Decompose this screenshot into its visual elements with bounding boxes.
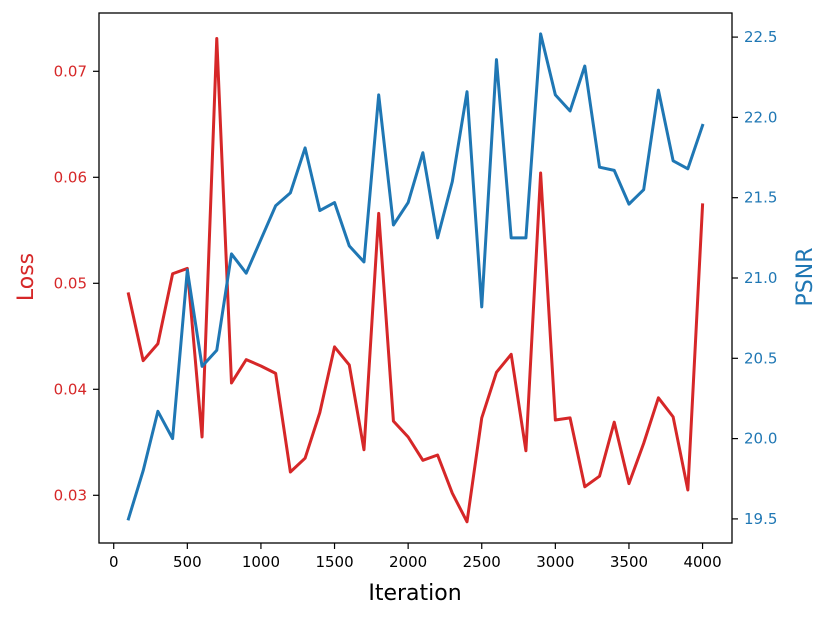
series-layer — [126, 32, 705, 524]
right-tick-label: 20.5 — [744, 349, 777, 367]
x-tick-label: 3500 — [610, 553, 648, 571]
left-axis-ticks: 0.03 0.04 0.05 0.06 0.07 — [54, 62, 99, 504]
x-tick-label: 0 — [109, 553, 119, 571]
left-tick-label: 0.04 — [54, 380, 87, 398]
right-tick-label: 21.0 — [744, 269, 777, 287]
x-tick-label: 2000 — [389, 553, 427, 571]
right-axis-label: PSNR — [793, 248, 818, 307]
x-tick-label: 500 — [173, 553, 202, 571]
series-line-psnr — [126, 32, 705, 521]
right-tick-label: 22.5 — [744, 28, 777, 46]
right-tick-label: 19.5 — [744, 510, 777, 528]
x-tick-label: 3000 — [536, 553, 574, 571]
left-tick-label: 0.03 — [54, 486, 87, 504]
x-tick-label: 1500 — [315, 553, 353, 571]
plot-background — [99, 13, 732, 543]
x-tick-label: 4000 — [683, 553, 721, 571]
left-axis-label: Loss — [14, 253, 39, 301]
series-line-loss — [126, 36, 705, 524]
right-tick-label: 21.5 — [744, 189, 777, 207]
x-axis-ticks: 0 500 1000 1500 2000 2500 3000 3500 4000 — [109, 543, 722, 571]
x-tick-label: 1000 — [242, 553, 280, 571]
right-tick-label: 22.0 — [744, 108, 777, 126]
x-tick-label: 2500 — [463, 553, 501, 571]
right-axis-ticks: 19.5 20.0 20.5 21.0 21.5 22.0 22.5 — [732, 28, 777, 528]
left-tick-label: 0.05 — [54, 274, 87, 292]
plot-area — [99, 13, 732, 543]
x-axis-label: Iteration — [368, 581, 461, 606]
left-tick-label: 0.06 — [54, 168, 87, 186]
left-tick-label: 0.07 — [54, 62, 87, 80]
right-tick-label: 20.0 — [744, 430, 777, 448]
